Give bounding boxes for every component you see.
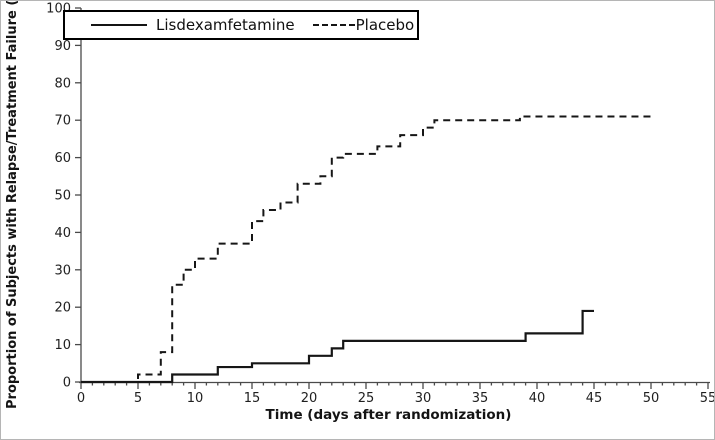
svg-text:40: 40 bbox=[529, 391, 546, 406]
y-axis-title: Proportion of Subjects with Relapse/Trea… bbox=[5, 0, 20, 409]
svg-text:50: 50 bbox=[643, 391, 660, 406]
svg-text:50: 50 bbox=[54, 189, 71, 204]
x-axis-title: Time (days after randomization) bbox=[265, 407, 512, 423]
svg-text:25: 25 bbox=[358, 391, 375, 406]
svg-text:70: 70 bbox=[54, 114, 71, 129]
svg-text:20: 20 bbox=[54, 301, 71, 316]
legend-label-lisdexamfetamine: Lisdexamfetamine bbox=[156, 16, 295, 34]
svg-text:10: 10 bbox=[54, 338, 71, 353]
svg-text:0: 0 bbox=[77, 391, 85, 406]
lisdexamfetamine-line-sample-icon bbox=[91, 24, 147, 26]
svg-text:90: 90 bbox=[54, 39, 71, 54]
legend-label-placebo: Placebo bbox=[355, 16, 415, 34]
svg-text:20: 20 bbox=[301, 391, 318, 406]
legend: Lisdexamfetamine Placebo bbox=[63, 10, 419, 40]
svg-text:40: 40 bbox=[54, 226, 71, 241]
svg-text:5: 5 bbox=[134, 391, 142, 406]
svg-text:10: 10 bbox=[187, 391, 204, 406]
placebo-line-sample-icon bbox=[312, 24, 355, 26]
svg-text:35: 35 bbox=[472, 391, 489, 406]
svg-text:30: 30 bbox=[54, 263, 71, 278]
svg-text:80: 80 bbox=[54, 76, 71, 91]
svg-text:55: 55 bbox=[700, 391, 715, 406]
svg-text:0: 0 bbox=[63, 376, 71, 391]
svg-text:60: 60 bbox=[54, 151, 71, 166]
svg-text:30: 30 bbox=[415, 391, 432, 406]
svg-text:15: 15 bbox=[244, 391, 261, 406]
svg-text:45: 45 bbox=[586, 391, 603, 406]
